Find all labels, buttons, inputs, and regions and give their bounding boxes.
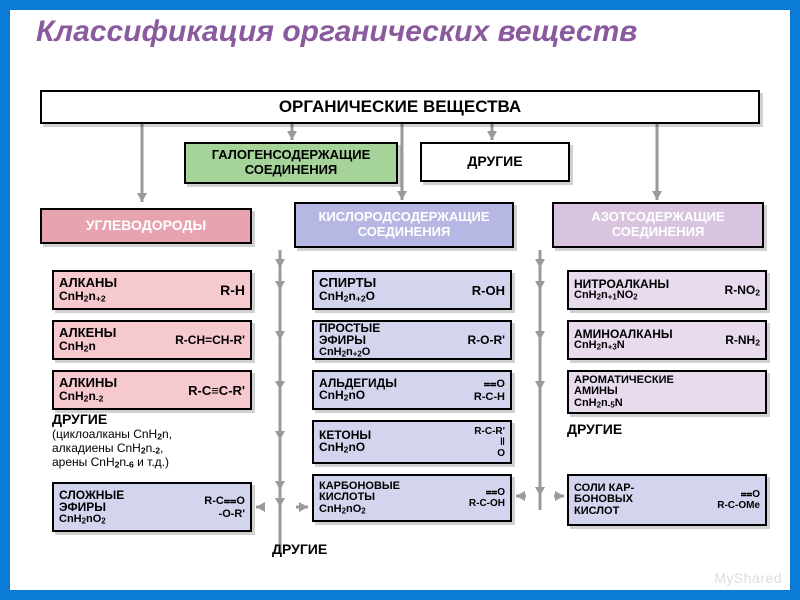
page-title: Классификация органических веществ (36, 16, 637, 48)
mid-card-3-formula: CnH2nO (319, 441, 371, 455)
watermark: MyShared (714, 570, 782, 586)
right-salt-card: СОЛИ КАР- БОНОВЫХ КИСЛОТ ⩵O R-C-OMe (567, 474, 767, 526)
left-other-heading: ДРУГИЕ (52, 412, 107, 427)
left-card-2: АЛКИНЫCnH2n-2 R-C≡C-R' (52, 370, 252, 410)
mid-card-0-name: СПИРТЫ (319, 276, 376, 290)
other-top-box: ДРУГИЕ (420, 142, 570, 182)
col-header-1: КИСЛОРОДСОДЕРЖАЩИЕ СОЕДИНЕНИЯ (294, 202, 514, 248)
mid-card-4-functional: ⩵O R-C-OH (469, 487, 505, 509)
left-ester-card-name: СЛОЖНЫЕ ЭФИРЫ (59, 489, 124, 514)
right-card-2: АРОМАТИЧЕСКИЕ АМИНЫCnH2n-5N (567, 370, 767, 414)
mid-card-1: ПРОСТЫЕ ЭФИРЫCnH2n+2O R-O-R' (312, 320, 512, 360)
left-card-0-name: АЛКАНЫ (59, 276, 117, 290)
mid-card-1-name: ПРОСТЫЕ ЭФИРЫ (319, 322, 380, 347)
canvas: Классификация органических веществ MySha… (12, 12, 788, 588)
left-card-0: АЛКАНЫCnH2n+2 R-H (52, 270, 252, 310)
right-card-2-name: АРОМАТИЧЕСКИЕ АМИНЫ (574, 375, 674, 398)
right-card-1: АМИНОАЛКАНЫCnH2n+3NR-NH2 (567, 320, 767, 360)
left-ester-card-functional: R-C⩵O -O-R' (204, 495, 245, 520)
root-box-label: ОРГАНИЧЕСКИЕ ВЕЩЕСТВА (279, 97, 521, 116)
left-card-0-formula: CnH2n+2 (59, 290, 117, 304)
mid-card-0-formula: CnH2n+2O (319, 290, 376, 304)
right-card-1-functional: R-NH2 (725, 333, 760, 348)
mid-card-4-name: КАРБОНОВЫЕ КИСЛОТЫ (319, 481, 400, 504)
root-box: ОРГАНИЧЕСКИЕ ВЕЩЕСТВА (40, 90, 760, 124)
col-header-2: АЗОТСОДЕРЖАЩИЕ СОЕДИНЕНИЯ (552, 202, 764, 248)
mid-card-0: СПИРТЫCnH2n+2O R-OH (312, 270, 512, 310)
mid-card-2: АЛЬДЕГИДЫCnH2nO ⩵O R-C-H (312, 370, 512, 410)
left-ester-card: СЛОЖНЫЕ ЭФИРЫCnH2nO2 R-C⩵O -O-R' (52, 482, 252, 532)
left-card-1-formula: CnH2n (59, 340, 116, 354)
right-card-2-formula: CnH2n-5N (574, 398, 674, 410)
outer-frame: Классификация органических веществ MySha… (0, 0, 800, 600)
left-card-0-functional: R-H (220, 282, 245, 298)
mid-card-4-formula: CnH2nO2 (319, 504, 400, 516)
mid-other: ДРУГИЕ (272, 542, 327, 557)
right-other: ДРУГИЕ (567, 422, 622, 437)
mid-card-2-functional: ⩵O R-C-H (474, 378, 505, 403)
mid-card-1-formula: CnH2n+2O (319, 347, 380, 359)
col-header-0-label: УГЛЕВОДОРОДЫ (86, 218, 206, 234)
left-card-2-name: АЛКИНЫ (59, 376, 117, 390)
col-header-1-label: КИСЛОРОДСОДЕРЖАЩИЕ СОЕДИНЕНИЯ (318, 210, 489, 239)
right-card-1-formula: CnH2n+3N (574, 340, 673, 352)
right-card-0-functional: R-NO2 (725, 283, 760, 298)
left-other-body: (циклоалканы CnH2n, алкадиены CnH2n-2, а… (52, 428, 172, 470)
mid-card-0-functional: R-OH (472, 283, 505, 298)
left-card-1-name: АЛКЕНЫ (59, 326, 116, 340)
left-card-2-formula: CnH2n-2 (59, 390, 117, 404)
left-card-2-functional: R-C≡C-R' (188, 383, 245, 398)
left-ester-card-formula: CnH2nO2 (59, 514, 124, 526)
mid-card-4: КАРБОНОВЫЕ КИСЛОТЫCnH2nO2 ⩵O R-C-OH (312, 474, 512, 522)
right-card-0: НИТРОАЛКАНЫCnH2n+1NO2R-NO2 (567, 270, 767, 310)
right-salt-card-name: СОЛИ КАР- БОНОВЫХ КИСЛОТ (574, 483, 634, 518)
mid-card-3: КЕТОНЫCnH2nOR-C-R' ‖ O (312, 420, 512, 464)
mid-card-2-formula: CnH2nO (319, 389, 397, 403)
col-header-2-label: АЗОТСОДЕРЖАЩИЕ СОЕДИНЕНИЯ (591, 210, 724, 239)
left-card-1-functional: R-CH=CH-R' (175, 333, 245, 347)
mid-card-1-functional: R-O-R' (467, 333, 505, 347)
other-top-box-label: ДРУГИЕ (467, 154, 522, 170)
right-salt-card-functional: ⩵O R-C-OMe (717, 489, 760, 511)
halogen-box-label: ГАЛОГЕНСОДЕРЖАЩИЕ СОЕДИНЕНИЯ (212, 148, 371, 177)
left-card-1: АЛКЕНЫCnH2n R-CH=CH-R' (52, 320, 252, 360)
col-header-0: УГЛЕВОДОРОДЫ (40, 208, 252, 244)
mid-card-3-functional: R-C-R' ‖ O (474, 426, 505, 459)
halogen-box: ГАЛОГЕНСОДЕРЖАЩИЕ СОЕДИНЕНИЯ (184, 142, 398, 184)
right-card-0-formula: CnH2n+1NO2 (574, 290, 669, 302)
